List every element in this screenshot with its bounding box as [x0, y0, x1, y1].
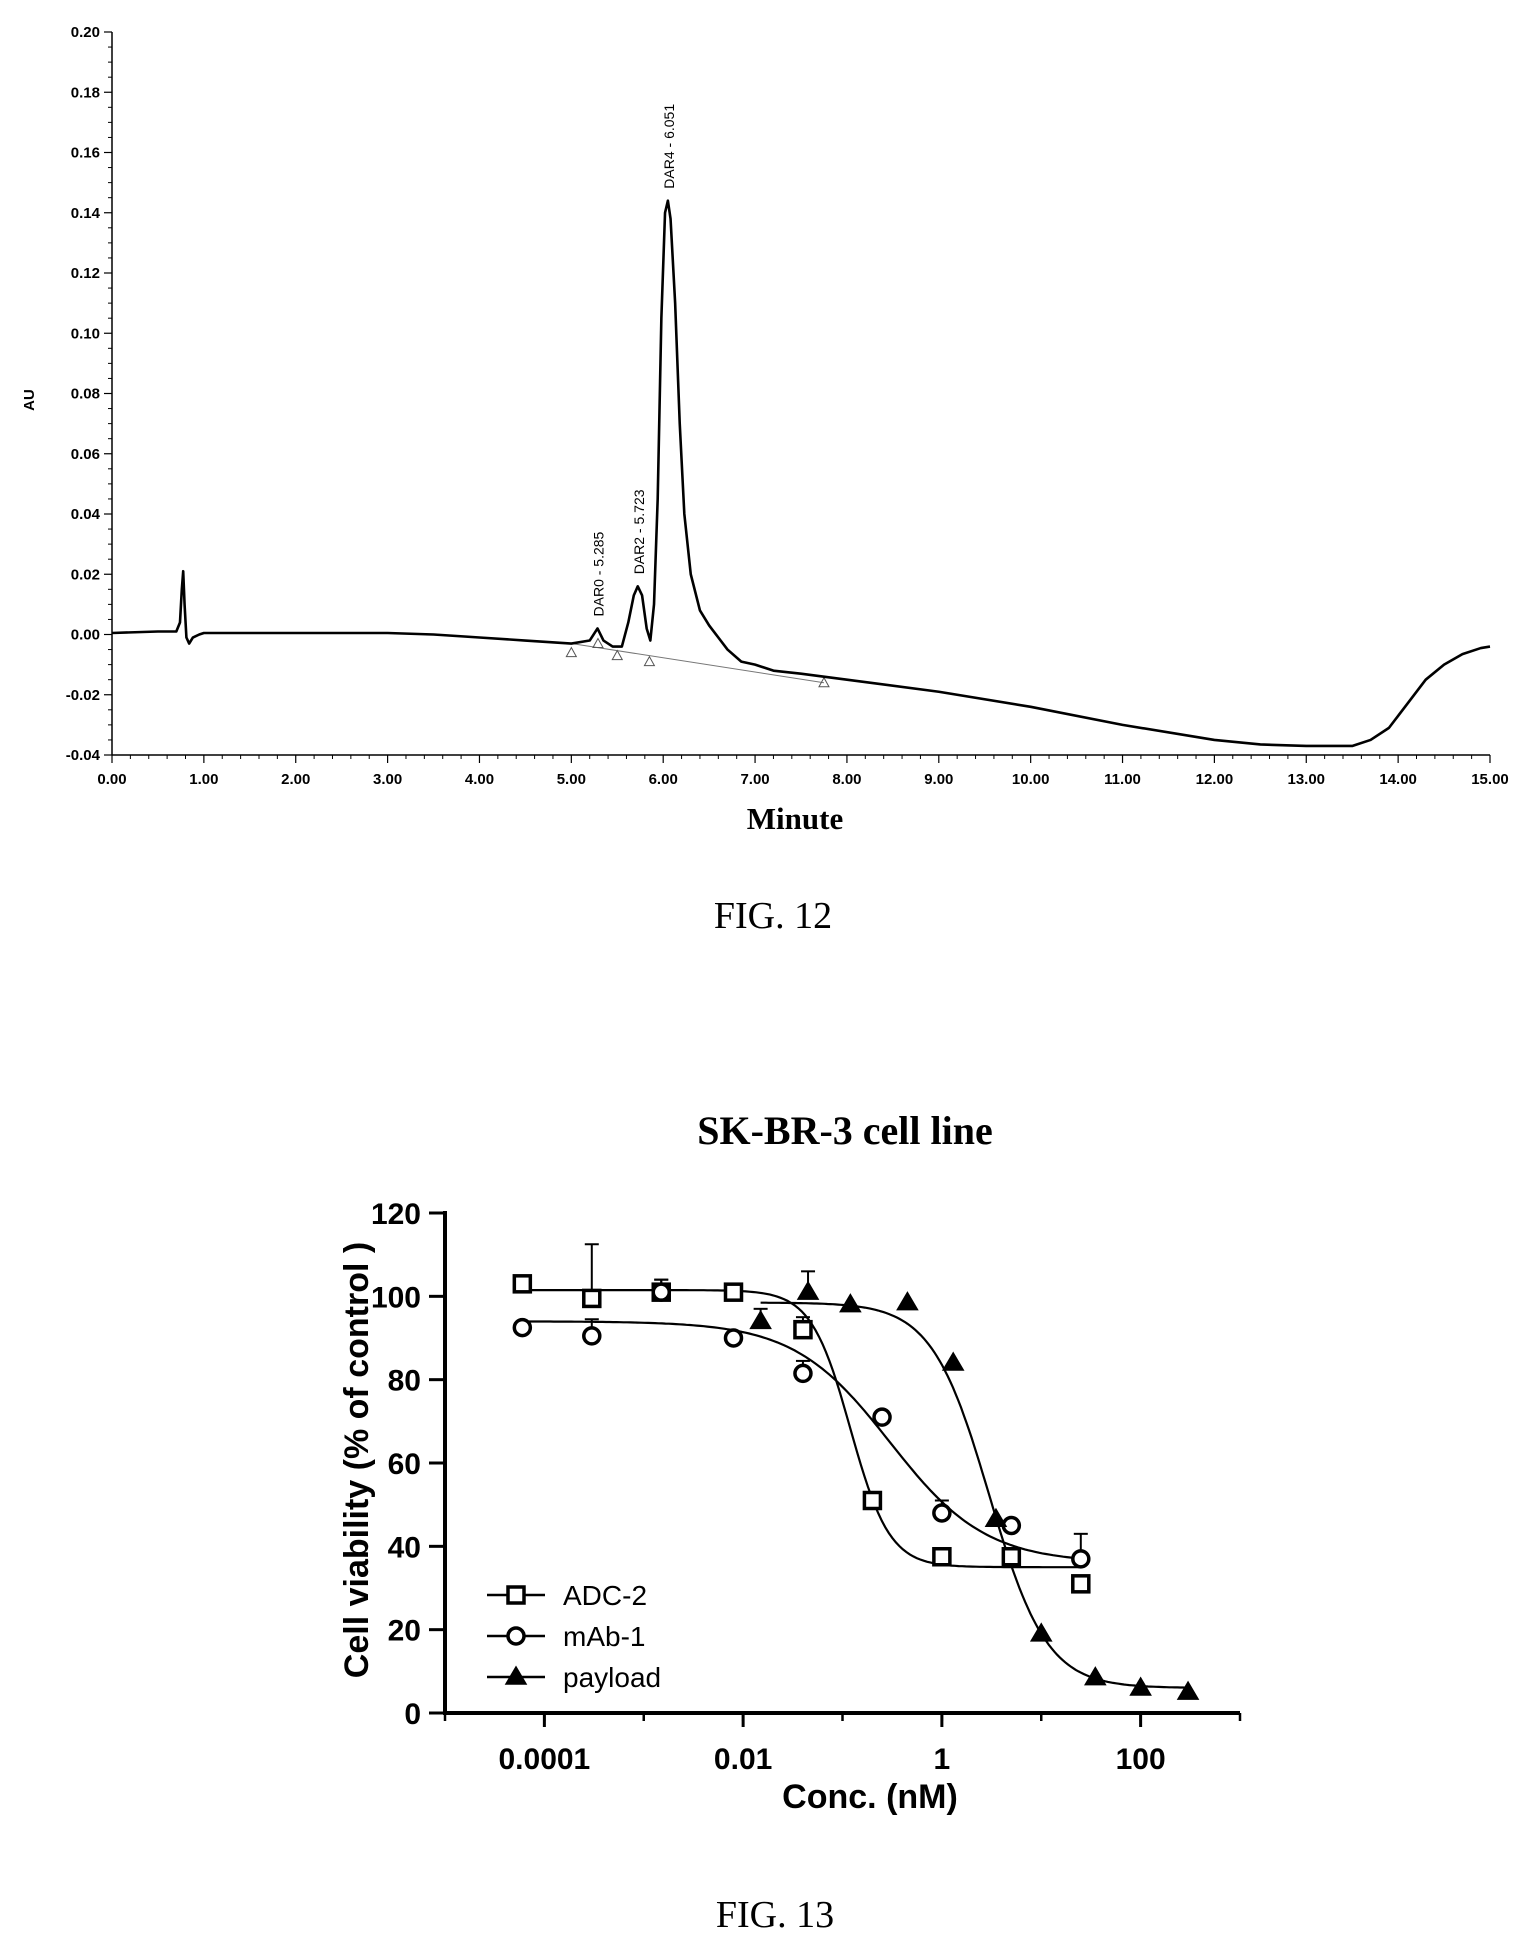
data-point: [932, 1547, 952, 1567]
data-point: [839, 1293, 862, 1313]
data-point: [932, 1503, 952, 1523]
x-axis-label: Minute: [747, 801, 843, 836]
integration-baseline: [571, 643, 825, 684]
legend: ADC-2 mAb-1 payload: [487, 1580, 661, 1693]
legend-label: ADC-2: [563, 1580, 647, 1611]
data-point: [1129, 1676, 1152, 1696]
y-tick-label: 0.10: [71, 325, 100, 342]
x-axis-label: Conc. (nM): [782, 1778, 958, 1816]
data-point: [793, 1363, 813, 1384]
data-point: [796, 1280, 820, 1300]
x-tick-label: 1.00: [189, 771, 218, 788]
y-tick-label: -0.02: [66, 687, 100, 704]
data-point: [512, 1317, 533, 1338]
fit-curve-payload: [760, 1301, 1188, 1689]
data-point: [896, 1291, 919, 1311]
fit-curve-adc-2: [522, 1288, 1081, 1569]
y-tick-label: 0.08: [71, 386, 100, 403]
y-tick-label: 0.00: [71, 627, 100, 644]
figure-caption: FIG. 13: [716, 1894, 834, 1936]
x-tick-label: 7.00: [740, 771, 769, 788]
y-tick-label: 0: [404, 1698, 421, 1731]
x-tick-label: 100: [1116, 1743, 1166, 1776]
viability-chart: SK-BR-3 cell line 0.0001 0.01 1 100 0 20 40 60…: [338, 1108, 1242, 1936]
data-point: [984, 1507, 1008, 1527]
data-point: [1084, 1666, 1107, 1686]
x-tick-label: 8.00: [832, 771, 861, 788]
y-axis-label: AU: [21, 389, 38, 411]
data-point: [941, 1351, 965, 1371]
x-tick-label: 14.00: [1379, 771, 1417, 788]
peak-label: DAR0 - 5.285: [591, 531, 607, 616]
x-tick-label: 5.00: [557, 771, 586, 788]
data-point: [651, 1282, 671, 1302]
legend-label: payload: [563, 1662, 661, 1693]
integration-marker: [643, 655, 656, 667]
data-point: [862, 1490, 883, 1511]
data-point: [512, 1274, 533, 1294]
legend-label: mAb-1: [563, 1621, 645, 1652]
x-tick-label: 4.00: [465, 771, 494, 788]
x-tick-label: 0.01: [714, 1743, 772, 1776]
chromatogram-trace: [111, 199, 1491, 748]
integration-marker: [565, 646, 578, 658]
y-tick-label: 0.04: [71, 506, 101, 523]
y-tick-label: 0.02: [71, 566, 100, 583]
y-tick-label: 0.06: [71, 446, 100, 463]
y-tick-label: 0.16: [71, 145, 100, 162]
x-tick-label: 15.00: [1471, 771, 1509, 788]
x-tick-label: 0.0001: [498, 1743, 590, 1776]
data-point: [1029, 1622, 1053, 1642]
data-point: [582, 1326, 602, 1346]
y-tick-label: 100: [371, 1281, 421, 1314]
chromatogram-axes: [111, 32, 1490, 756]
x-tick-label: 13.00: [1287, 771, 1325, 788]
figure-caption: FIG. 12: [714, 895, 832, 937]
y-tick-label: 0.18: [71, 84, 100, 101]
x-tick-label: 2.00: [281, 771, 310, 788]
y-tick-label: 80: [388, 1365, 421, 1398]
data-point: [749, 1309, 772, 1330]
x-tick-label: 12.00: [1196, 771, 1234, 788]
data-point: [1071, 1549, 1091, 1569]
data-point: [582, 1288, 602, 1309]
legend-marker: [506, 1626, 526, 1646]
integration-marker: [592, 637, 604, 649]
y-tick-label: 0.14: [71, 205, 101, 222]
y-tick-label: 0.12: [71, 265, 100, 282]
legend-marker: [504, 1665, 528, 1685]
x-tick-label: 3.00: [373, 771, 402, 788]
x-tick-label: 0.00: [97, 771, 126, 788]
fit-curve-mab-1: [522, 1320, 1081, 1560]
y-tick-label: 20: [388, 1615, 421, 1648]
y-tick-label: 0.20: [71, 24, 100, 41]
data-point: [793, 1319, 813, 1340]
x-tick-label: 1: [934, 1743, 951, 1776]
y-axis-label: Cell viability (% of control ): [338, 1242, 376, 1678]
data-point: [1176, 1680, 1200, 1700]
x-tick-label: 9.00: [924, 771, 953, 788]
peak-label: DAR4 - 6.051: [661, 104, 677, 189]
integration-marker: [818, 676, 830, 688]
y-tick-label: -0.04: [66, 747, 101, 764]
data-point: [872, 1407, 892, 1427]
legend-marker: [506, 1585, 526, 1605]
data-point: [1071, 1574, 1091, 1594]
x-tick-label: 11.00: [1104, 771, 1141, 788]
chromatogram-chart: 0.00 1.00 2.00 3.00 4.00 5.00 6.00 7.00 8.00 9.00…: [21, 24, 1509, 937]
y-tick-label: 40: [388, 1531, 421, 1564]
data-point: [723, 1328, 744, 1348]
y-tick-label: 120: [371, 1198, 421, 1231]
integration-marker: [611, 649, 624, 661]
x-tick-label: 6.00: [649, 771, 678, 788]
peak-label: DAR2 - 5.723: [631, 489, 647, 574]
x-tick-label: 10.00: [1012, 771, 1050, 788]
y-tick-label: 60: [388, 1448, 421, 1481]
data-point: [723, 1282, 744, 1302]
data-point: [1001, 1547, 1022, 1567]
chart-title: SK-BR-3 cell line: [697, 1108, 993, 1153]
